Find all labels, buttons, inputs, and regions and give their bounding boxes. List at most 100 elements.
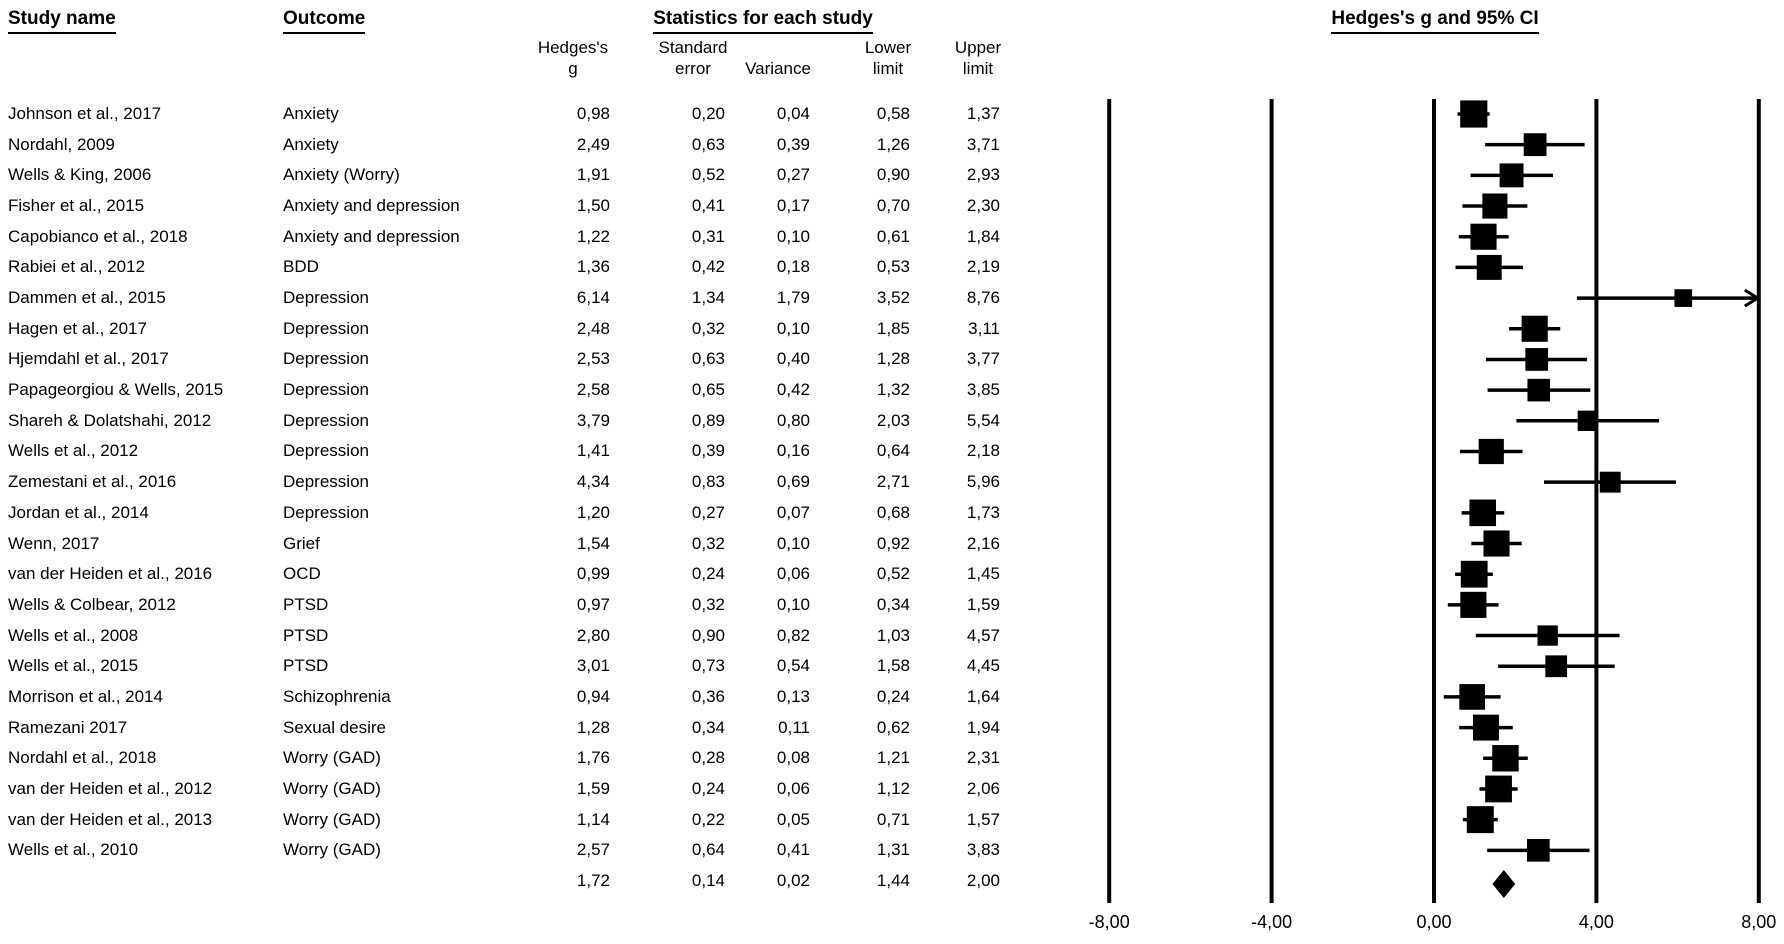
effect-square (1469, 499, 1497, 527)
outcome-cell: Schizophrenia (283, 686, 391, 706)
table-row: Capobianco et al., 2018 Anxiety and depre… (0, 222, 1040, 252)
study-name-cell: Hagen et al., 2017 (8, 318, 147, 338)
variance-cell: 0,10 (776, 533, 810, 553)
variance-cell: 0,10 (776, 226, 810, 246)
outcome-column-header: Outcome (283, 8, 366, 34)
standard-error-cell: 0,34 (691, 717, 725, 737)
hedges-g-cell: 1,28 (576, 717, 610, 737)
lower-limit-cell: 1,32 (876, 380, 910, 400)
outcome-cell: PTSD (283, 625, 329, 645)
variance-cell: 0,02 (776, 871, 810, 890)
table-row: Morrison et al., 2014 Schizophrenia 0,94 0,… (0, 682, 1040, 712)
standard-error-cell: 0,90 (691, 625, 725, 645)
variance-cell: 0,54 (776, 656, 810, 676)
variance-cell: 0,07 (776, 502, 810, 522)
hedges-g-cell: 1,50 (576, 196, 610, 216)
upper-limit-cell: 3,85 (966, 380, 1000, 400)
lower-limit-cell: 1,12 (876, 778, 910, 798)
upper-limit-cell: 4,45 (966, 656, 1000, 676)
outcome-cell: PTSD (283, 656, 329, 676)
lower-limit-cell: 0,24 (876, 686, 910, 706)
upper-limit-column-header: Upper limit (954, 38, 1002, 78)
variance-cell: 1,79 (776, 288, 810, 308)
outcome-cell: Sexual desire (283, 717, 387, 737)
hedges-g-cell: 2,80 (576, 625, 610, 645)
variance-cell: 0,17 (776, 196, 810, 216)
study-name-cell: Wells & King, 2006 (8, 165, 152, 185)
outcome-cell: Anxiety and depression (283, 196, 460, 216)
study-name-cell: Wells et al., 2008 (8, 625, 139, 645)
variance-cell: 0,39 (776, 134, 810, 154)
hedges-g-cell: 0,94 (576, 686, 610, 706)
table-row: Wells et al., 2012 Depression 1,41 0,39 0,16… (0, 436, 1040, 466)
study-name-cell: van der Heiden et al., 2016 (8, 564, 213, 584)
lower-limit-cell: 1,28 (876, 349, 910, 369)
hedges-g-cell: 1,36 (576, 257, 610, 277)
outcome-cell: Anxiety and depression (283, 226, 460, 246)
lower-limit-cell: 2,71 (876, 472, 910, 492)
standard-error-cell: 0,32 (691, 533, 725, 553)
upper-limit-cell: 1,84 (966, 226, 1000, 246)
effect-square (1460, 560, 1488, 588)
variance-cell: 0,41 (776, 840, 810, 860)
upper-limit-cell: 2,06 (966, 778, 1000, 798)
lower-limit-cell: 0,34 (876, 594, 910, 614)
standard-error-cell: 0,64 (691, 840, 725, 860)
hedges-g-cell: 1,54 (576, 533, 610, 553)
variance-cell: 0,06 (776, 564, 810, 584)
lower-limit-cell: 0,92 (876, 533, 910, 553)
standard-error-cell: 0,22 (691, 809, 725, 829)
effect-square (1478, 438, 1504, 465)
variance-cell: 0,10 (776, 594, 810, 614)
study-name-cell: Wells et al., 2010 (8, 840, 139, 860)
standard-error-cell: 0,52 (691, 165, 725, 185)
effect-square (1674, 289, 1693, 307)
effect-square (1545, 655, 1568, 678)
study-name-cell: Dammen et al., 2015 (8, 288, 166, 308)
standard-error-cell: 0,32 (691, 594, 725, 614)
statistics-section-header: Statistics for each study (548, 8, 978, 34)
standard-error-cell: 0,27 (691, 502, 725, 522)
study-name-cell: Shareh & Dolatshahi, 2012 (8, 410, 212, 430)
standard-error-cell: 0,32 (691, 318, 725, 338)
study-name-cell: Fisher et al., 2015 (8, 196, 145, 216)
standard-error-cell: 0,89 (691, 410, 725, 430)
upper-limit-cell: 1,59 (966, 594, 1000, 614)
standard-error-cell: 0,63 (691, 349, 725, 369)
hedges-g-cell: 1,20 (576, 502, 610, 522)
effect-square (1476, 254, 1502, 280)
effect-square (1499, 163, 1524, 188)
outcome-cell: Anxiety (283, 134, 339, 154)
outcome-cell: Anxiety (Worry) (283, 165, 400, 185)
upper-limit-cell: 2,18 (966, 441, 1000, 461)
variance-cell: 0,18 (776, 257, 810, 277)
hedges-g-cell: 0,98 (576, 104, 610, 123)
outcome-cell: Depression (283, 288, 369, 308)
hedges-g-cell: 0,97 (576, 594, 610, 614)
upper-limit-cell: 2,16 (966, 533, 1000, 553)
standard-error-cell: 0,31 (691, 226, 725, 246)
axis-tick-label: 8,00 (1741, 912, 1776, 932)
axis-tick-label: 0,00 (1416, 912, 1451, 932)
standard-error-cell: 1,34 (691, 288, 725, 308)
hedges-g-cell: 4,34 (576, 472, 610, 492)
effect-square (1460, 591, 1487, 618)
variance-cell: 0,11 (778, 717, 810, 737)
standard-error-cell: 0,83 (691, 472, 725, 492)
hedges-g-cell: 1,14 (576, 809, 610, 829)
standard-error-cell: 0,39 (691, 441, 725, 461)
plot-section-header: Hedges's g and 95% CI (1235, 8, 1635, 34)
variance-cell: 0,06 (776, 778, 810, 798)
variance-cell: 0,16 (776, 441, 810, 461)
lower-limit-cell: 1,44 (876, 871, 910, 890)
effect-square (1527, 838, 1550, 862)
outcome-cell: Anxiety (283, 104, 339, 123)
table-row: Rabiei et al., 2012 BDD 1,36 0,42 0,18 0,53 2,… (0, 252, 1040, 282)
lower-limit-cell: 0,62 (876, 717, 910, 737)
upper-limit-cell: 1,37 (966, 104, 1000, 123)
table-row: Jordan et al., 2014 Depression 1,20 0,27 0,0… (0, 498, 1040, 528)
summary-diamond (1492, 870, 1516, 898)
lower-limit-cell: 1,58 (876, 656, 910, 676)
upper-limit-cell: 2,19 (966, 257, 1000, 277)
